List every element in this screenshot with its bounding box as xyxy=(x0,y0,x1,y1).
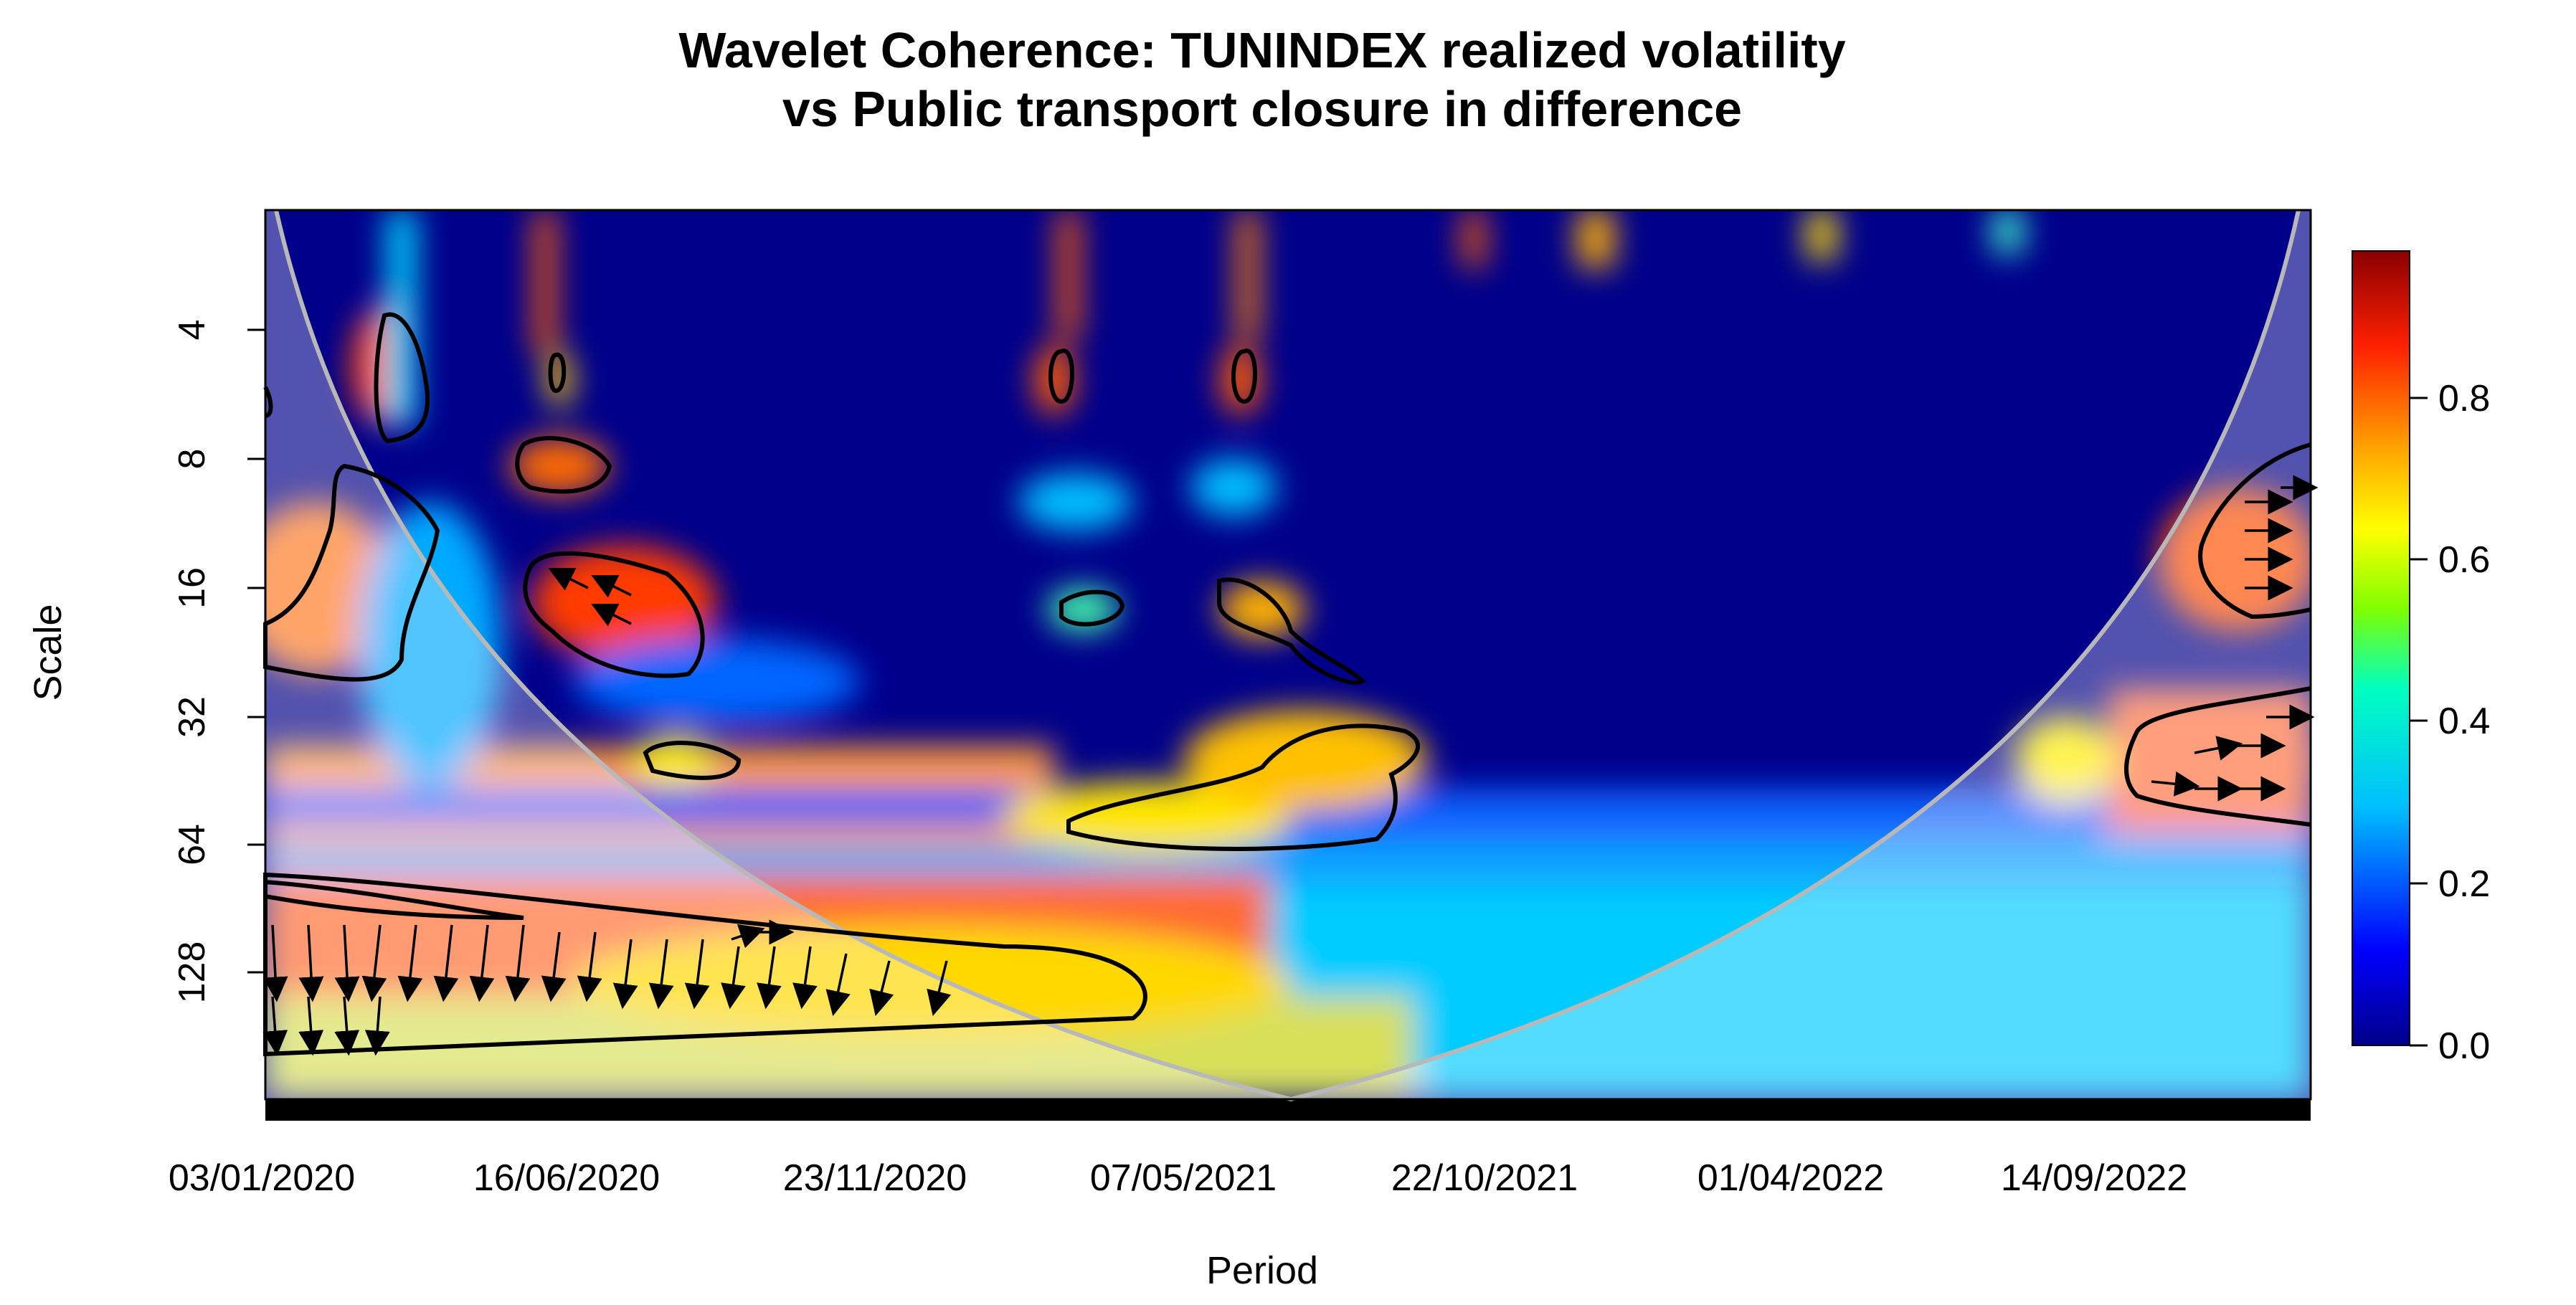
y-tick-label: 128 xyxy=(171,941,213,1004)
plot-frame xyxy=(264,209,2312,1101)
x-tick-label: 22/10/2021 xyxy=(1391,1157,1578,1199)
colorbar xyxy=(2352,250,2410,1046)
colorbar-tick-label: 0.4 xyxy=(2438,701,2490,742)
x-tick-label: 14/09/2022 xyxy=(2001,1157,2187,1199)
x-tick-label: 16/06/2020 xyxy=(473,1157,660,1199)
phase-arrows xyxy=(262,475,2319,1056)
chart-title-line-2: vs Public transport closure in differenc… xyxy=(782,81,1742,137)
x-axis-label: Period xyxy=(1206,1249,1318,1292)
bottom-strip xyxy=(265,1099,2311,1121)
y-tick-label: 4 xyxy=(171,320,213,341)
colorbar-tick-label: 0.2 xyxy=(2438,863,2490,905)
x-tick-label: 01/04/2022 xyxy=(1697,1157,1884,1199)
colorbar-tick-label: 0.8 xyxy=(2438,378,2490,419)
x-tick-label: 23/11/2020 xyxy=(783,1157,967,1199)
y-tick-label: 16 xyxy=(171,567,213,609)
y-axis-label: Scale xyxy=(27,604,70,701)
colorbar-tick-label: 0.6 xyxy=(2438,539,2490,581)
significance-contours xyxy=(263,312,2311,1057)
colorbar-ticks xyxy=(2410,397,2428,1047)
colorbar-tick-label: 0.0 xyxy=(2438,1025,2490,1067)
x-axis: 03/01/2020 16/06/2020 23/11/2020 07/05/2… xyxy=(169,1157,2187,1199)
y-tick-label: 32 xyxy=(171,696,213,738)
y-tick-label: 64 xyxy=(171,824,213,865)
y-tick-label: 8 xyxy=(171,449,213,470)
heatmap xyxy=(265,210,2311,1099)
x-tick-label: 03/01/2020 xyxy=(169,1157,355,1199)
y-axis xyxy=(247,328,265,974)
chart-title-line-1: Wavelet Coherence: TUNINDEX realized vol… xyxy=(678,22,1845,78)
x-tick-label: 07/05/2021 xyxy=(1090,1157,1277,1199)
